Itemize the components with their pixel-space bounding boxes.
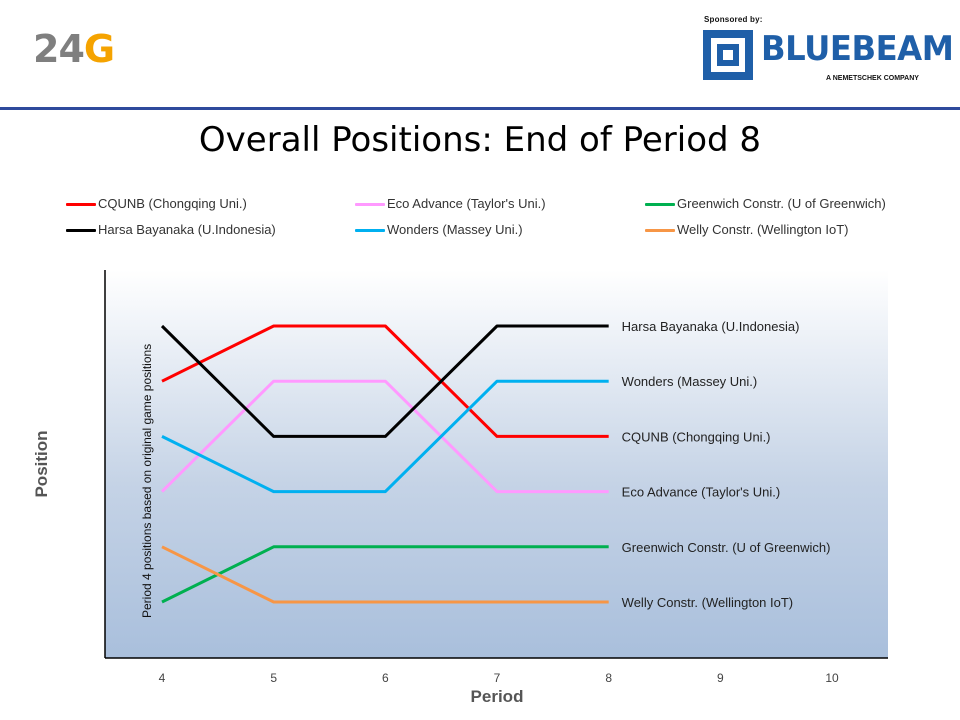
- series-end-label: Harsa Bayanaka (U.Indonesia): [622, 319, 800, 334]
- x-tick-label: 4: [159, 671, 166, 685]
- x-tick-label: 6: [382, 671, 389, 685]
- legend-swatch: [645, 229, 675, 232]
- series-line: [161, 545, 609, 604]
- header-divider: [0, 107, 960, 110]
- legend-label: Greenwich Constr. (U of Greenwich): [677, 196, 886, 211]
- bluebeam-wordmark: BLUEBEAM: [761, 29, 954, 69]
- series-end-label: Welly Constr. (Wellington IoT): [622, 595, 793, 610]
- series-line: [160, 324, 609, 438]
- series-end-label: Greenwich Constr. (U of Greenwich): [622, 540, 831, 555]
- bluebeam-logo-icon: [703, 30, 753, 80]
- legend-swatch: [355, 229, 385, 232]
- series-line: [161, 545, 609, 604]
- legend-swatch: [355, 203, 385, 206]
- legend-label: Eco Advance (Taylor's Uni.): [387, 196, 546, 211]
- legend-swatch: [66, 203, 96, 206]
- x-tick-label: 9: [717, 671, 724, 685]
- x-tick-label: 7: [494, 671, 501, 685]
- x-tick-label: 10: [825, 671, 839, 685]
- plot-area: [105, 270, 888, 658]
- logo-24g: 24G: [33, 27, 115, 71]
- period4-annotation: Period 4 positions based on original gam…: [140, 344, 154, 618]
- series-end-label: CQUNB (Chongqing Uni.): [622, 429, 771, 444]
- legend-swatch: [645, 203, 675, 206]
- y-axis-title: Position: [32, 430, 51, 497]
- legend-swatch: [66, 229, 96, 232]
- series-line: [160, 379, 609, 494]
- logo-g-text: G: [83, 27, 115, 71]
- legend-label: Welly Constr. (Wellington IoT): [677, 222, 849, 237]
- chart-title: Overall Positions: End of Period 8: [198, 120, 762, 160]
- x-axis-title: Period: [471, 687, 524, 706]
- bluebeam-tagline: A NEMETSCHEK COMPANY: [826, 75, 919, 82]
- legend-label: Wonders (Massey Uni.): [387, 222, 523, 237]
- legend-label: Harsa Bayanaka (U.Indonesia): [98, 222, 276, 237]
- x-tick-label: 5: [270, 671, 277, 685]
- series-end-label: Wonders (Massey Uni.): [622, 374, 758, 389]
- series-end-label: Eco Advance (Taylor's Uni.): [622, 485, 781, 500]
- logo-24-text: 24: [33, 27, 85, 71]
- sponsor-label: Sponsored by:: [704, 15, 763, 24]
- x-tick-label: 8: [605, 671, 612, 685]
- legend-label: CQUNB (Chongqing Uni.): [98, 196, 247, 211]
- series-line: [161, 324, 609, 438]
- series-line: [161, 379, 609, 494]
